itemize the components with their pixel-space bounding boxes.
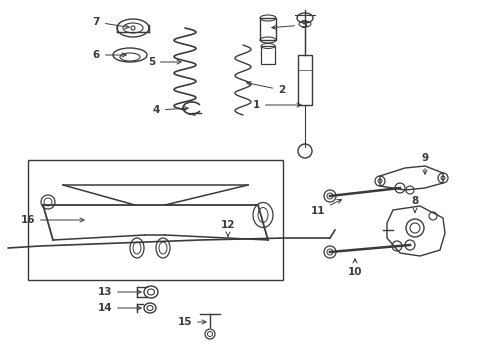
Bar [261,46,275,64]
Text: 6: 6 [93,50,126,60]
Text: 16: 16 [21,215,84,225]
Text: 4: 4 [152,105,188,115]
Text: 15: 15 [177,317,206,327]
Text: 12: 12 [221,220,235,236]
Text: 8: 8 [412,196,418,212]
Bar [28,160,283,280]
Text: 2: 2 [247,82,285,95]
Bar [260,18,276,40]
Text: 9: 9 [421,153,429,174]
Text: 5: 5 [148,57,181,67]
Text: 7: 7 [93,17,129,29]
Text: 10: 10 [348,259,362,277]
Bar [298,55,312,105]
Text: 1: 1 [253,100,301,110]
Text: 3: 3 [272,20,307,30]
Text: 13: 13 [98,287,141,297]
Text: 14: 14 [98,303,141,313]
Text: 11: 11 [311,199,342,216]
